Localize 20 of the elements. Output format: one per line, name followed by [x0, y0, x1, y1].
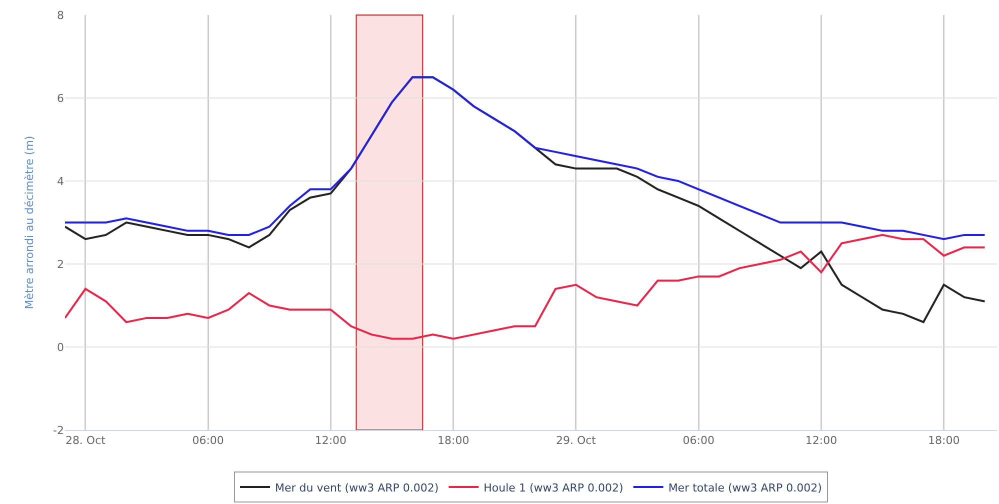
y-axis-title: Mètre arrondi au décimètre (m) — [23, 136, 36, 310]
y-tick-label: -2 — [53, 424, 64, 437]
line-series — [65, 76, 986, 240]
x-tick-label: 12:00 — [805, 434, 838, 448]
x-tick-label: 06:00 — [682, 434, 714, 448]
x-tick-label: 29. Oct — [556, 434, 597, 448]
x-tick-label: 18:00 — [928, 434, 960, 448]
legend-label: Mer totale (ww3 ARP 0.002) — [668, 481, 822, 494]
x-tick-label: 06:00 — [192, 434, 224, 448]
legend-label: Houle 1 (ww3 ARP 0.002) — [484, 481, 624, 494]
x-tick-label: 12:00 — [314, 434, 347, 448]
y-tick-label: 2 — [57, 258, 64, 271]
y-tick-label: 8 — [57, 8, 64, 22]
y-tick-label: 0 — [57, 340, 64, 354]
x-tick-label: 18:00 — [437, 434, 470, 448]
y-tick-label: 4 — [57, 174, 64, 188]
line-series — [65, 234, 986, 340]
legend-label: Mer du vent (ww3 ARP 0.002) — [275, 481, 439, 494]
x-tick-label: 28. Oct — [65, 434, 106, 448]
y-tick-label: 6 — [57, 92, 64, 105]
